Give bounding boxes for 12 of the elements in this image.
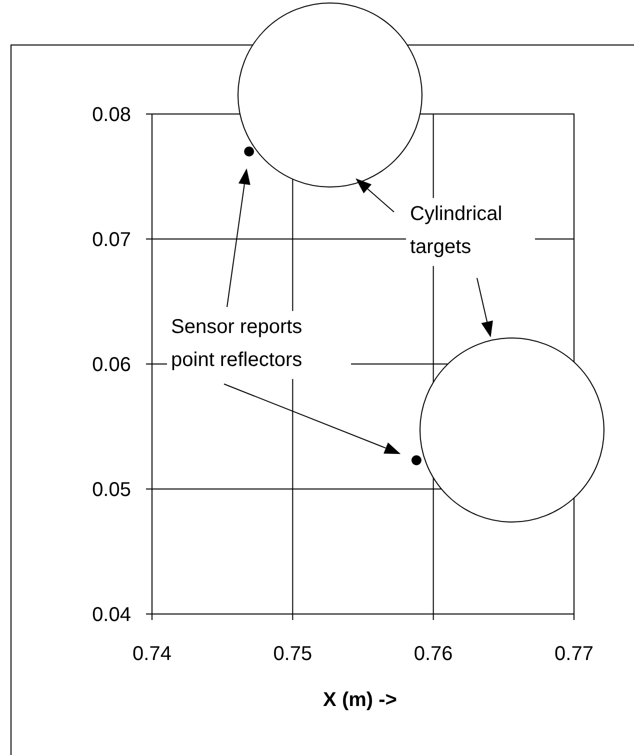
x-tick-label: 0.74 [132,643,172,665]
y-tick-label: 0.06 [92,354,131,376]
y-tick-label: 0.08 [92,104,131,126]
annotation: Cylindrical targets [410,203,502,258]
x-tick-label: 0.77 [554,643,594,665]
annotation: Sensor reports point reflectors [171,316,302,371]
x-axis-title: X (m) -> [323,689,397,711]
y-tick-label: 0.05 [92,479,131,501]
x-tick-label: 0.76 [414,643,453,665]
x-tick-label: 0.75 [273,643,312,665]
y-tick-label: 0.07 [92,229,131,251]
y-tick-label: 0.04 [92,604,131,626]
